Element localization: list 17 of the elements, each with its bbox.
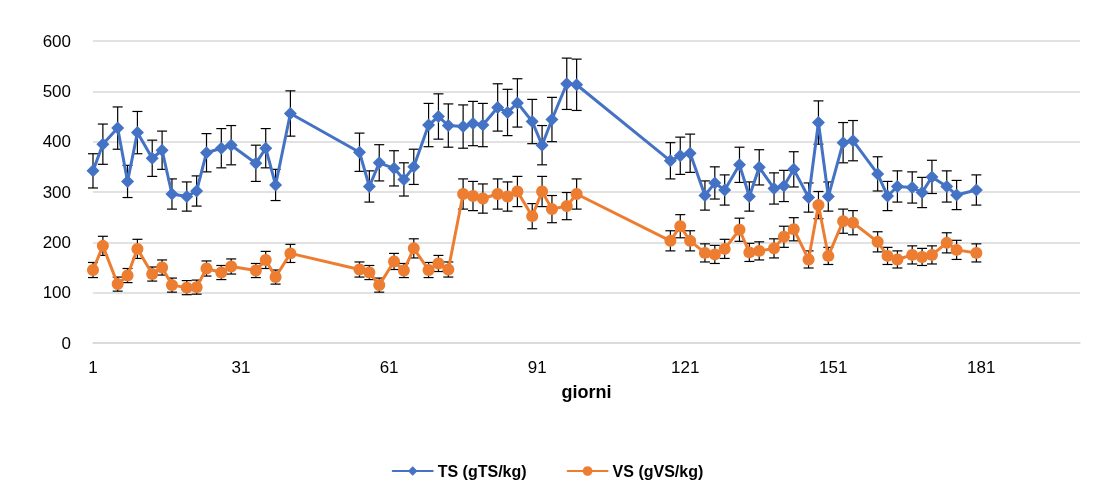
- x-tick-label: 121: [671, 358, 700, 377]
- x-tick-label: 1: [88, 358, 98, 377]
- y-tick-label: 300: [42, 182, 71, 202]
- y-tick-label: 600: [42, 31, 71, 51]
- x-tick-label: 31: [231, 358, 251, 377]
- y-tick-label: 0: [61, 333, 71, 353]
- legend-label: TS (gTS/kg): [437, 462, 527, 480]
- y-tick-label: 400: [42, 132, 71, 152]
- legend-label: VS (gVS/kg): [612, 462, 704, 480]
- x-tick-label: 61: [379, 358, 399, 377]
- x-tick-label: 181: [967, 358, 996, 377]
- x-axis-title: giorni: [561, 382, 612, 402]
- y-tick-label: 500: [42, 81, 71, 101]
- x-tick-label: 151: [819, 358, 848, 377]
- y-tick-label: 200: [42, 232, 71, 252]
- x-tick-label: 91: [527, 358, 547, 377]
- y-tick-label: 100: [42, 283, 71, 303]
